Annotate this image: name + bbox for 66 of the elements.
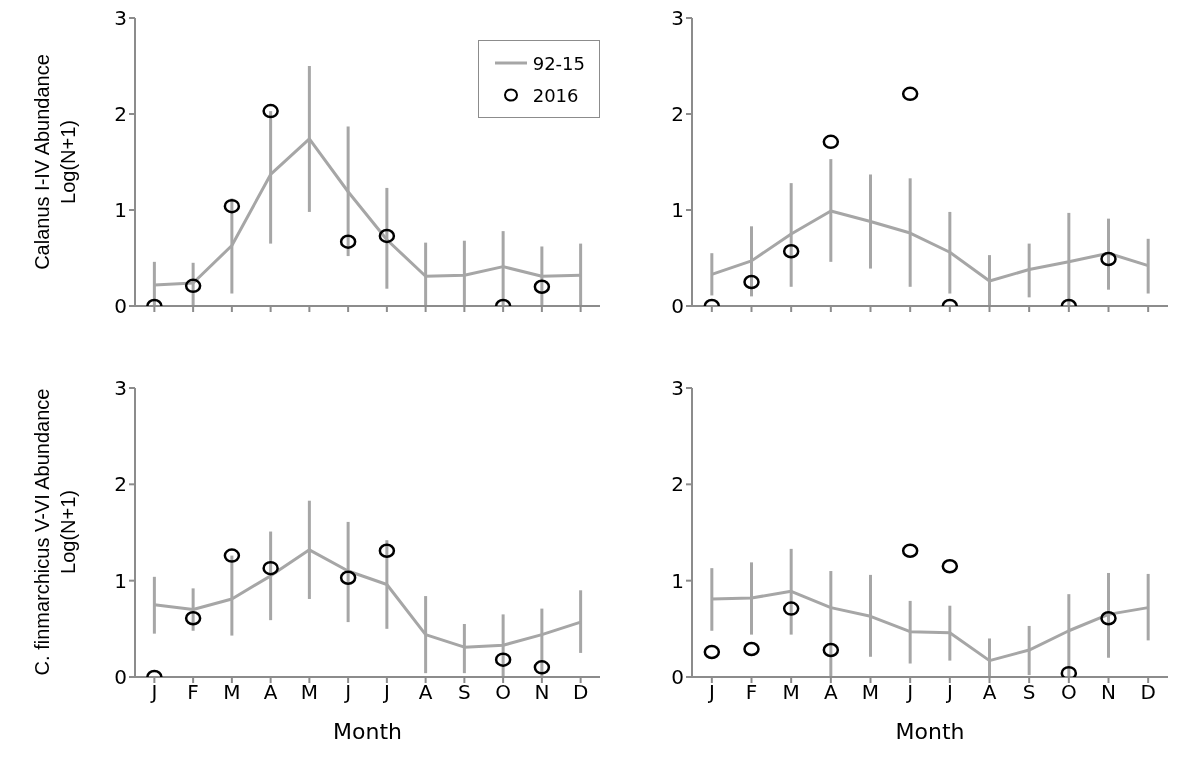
x-tick-label: J <box>149 680 158 705</box>
x-tick-label: N <box>1101 680 1116 705</box>
y-tick-label: 1 <box>671 198 684 223</box>
point <box>533 660 551 675</box>
y-tick-label: 0 <box>114 665 127 690</box>
y-tick-label: 3 <box>671 6 684 31</box>
point <box>339 234 357 249</box>
x-tick-label: A <box>263 680 278 705</box>
x-axis-title: Month <box>333 719 402 744</box>
point <box>533 279 551 295</box>
y-tick-label: 2 <box>114 102 127 127</box>
point <box>184 278 202 294</box>
point <box>782 601 800 616</box>
x-tick-label: J <box>905 680 914 705</box>
y-tick-label: 3 <box>114 376 127 401</box>
x-tick-label: J <box>944 680 953 705</box>
x-tick-label: S <box>458 680 471 705</box>
y-tick-label: 1 <box>114 568 127 593</box>
point <box>743 641 760 657</box>
y-axis-title: Calanus I-IV Abundance Log(N+1) <box>30 53 80 272</box>
point <box>494 652 512 667</box>
x-tick-label: A <box>418 680 433 705</box>
x-tick-label: D <box>572 680 589 705</box>
point <box>223 198 241 214</box>
y-tick-label: 2 <box>671 102 684 127</box>
y-tick-label: 0 <box>671 665 684 690</box>
x-tick-label: D <box>1140 680 1156 705</box>
x-axis-title: Month <box>895 719 965 744</box>
point <box>901 543 919 559</box>
y-tick-label: 3 <box>671 376 684 401</box>
x-tick-label: J <box>381 680 390 705</box>
point <box>223 548 241 563</box>
point <box>339 570 357 586</box>
x-tick-label: M <box>782 680 800 705</box>
y-tick-label: 1 <box>114 198 127 223</box>
point <box>378 228 396 244</box>
point <box>262 560 279 576</box>
x-tick-label: M <box>300 680 319 705</box>
point <box>1100 610 1117 626</box>
x-tick-label: A <box>982 680 997 705</box>
point <box>703 644 721 660</box>
y-tick-label: 3 <box>114 6 127 31</box>
legend-label: 92-15 <box>532 52 585 74</box>
x-tick-label: F <box>187 680 199 705</box>
x-tick-label: A <box>823 680 838 705</box>
x-tick-label: M <box>223 680 241 705</box>
y-tick-label: 2 <box>671 472 684 497</box>
y-tick-label: 1 <box>671 568 684 593</box>
x-tick-label: N <box>534 680 550 705</box>
x-tick-label: O <box>495 680 511 705</box>
x-tick-label: J <box>343 680 352 705</box>
legend-label: 2016 <box>532 84 579 106</box>
x-tick-label: M <box>861 680 880 705</box>
x-tick-label: J <box>706 680 715 705</box>
x-tick-label: O <box>1060 680 1077 705</box>
y-axis-title: C. finmarchicus V-VI Abundance Log(N+1) <box>30 387 80 678</box>
y-tick-label: 0 <box>671 294 684 319</box>
point <box>184 610 202 626</box>
point <box>822 642 840 658</box>
y-tick-label: 0 <box>114 294 127 319</box>
x-tick-label: F <box>745 680 758 705</box>
point <box>378 543 396 559</box>
y-tick-label: 2 <box>114 472 127 497</box>
point <box>262 103 279 119</box>
point <box>941 558 959 574</box>
x-tick-label: S <box>1022 680 1036 705</box>
